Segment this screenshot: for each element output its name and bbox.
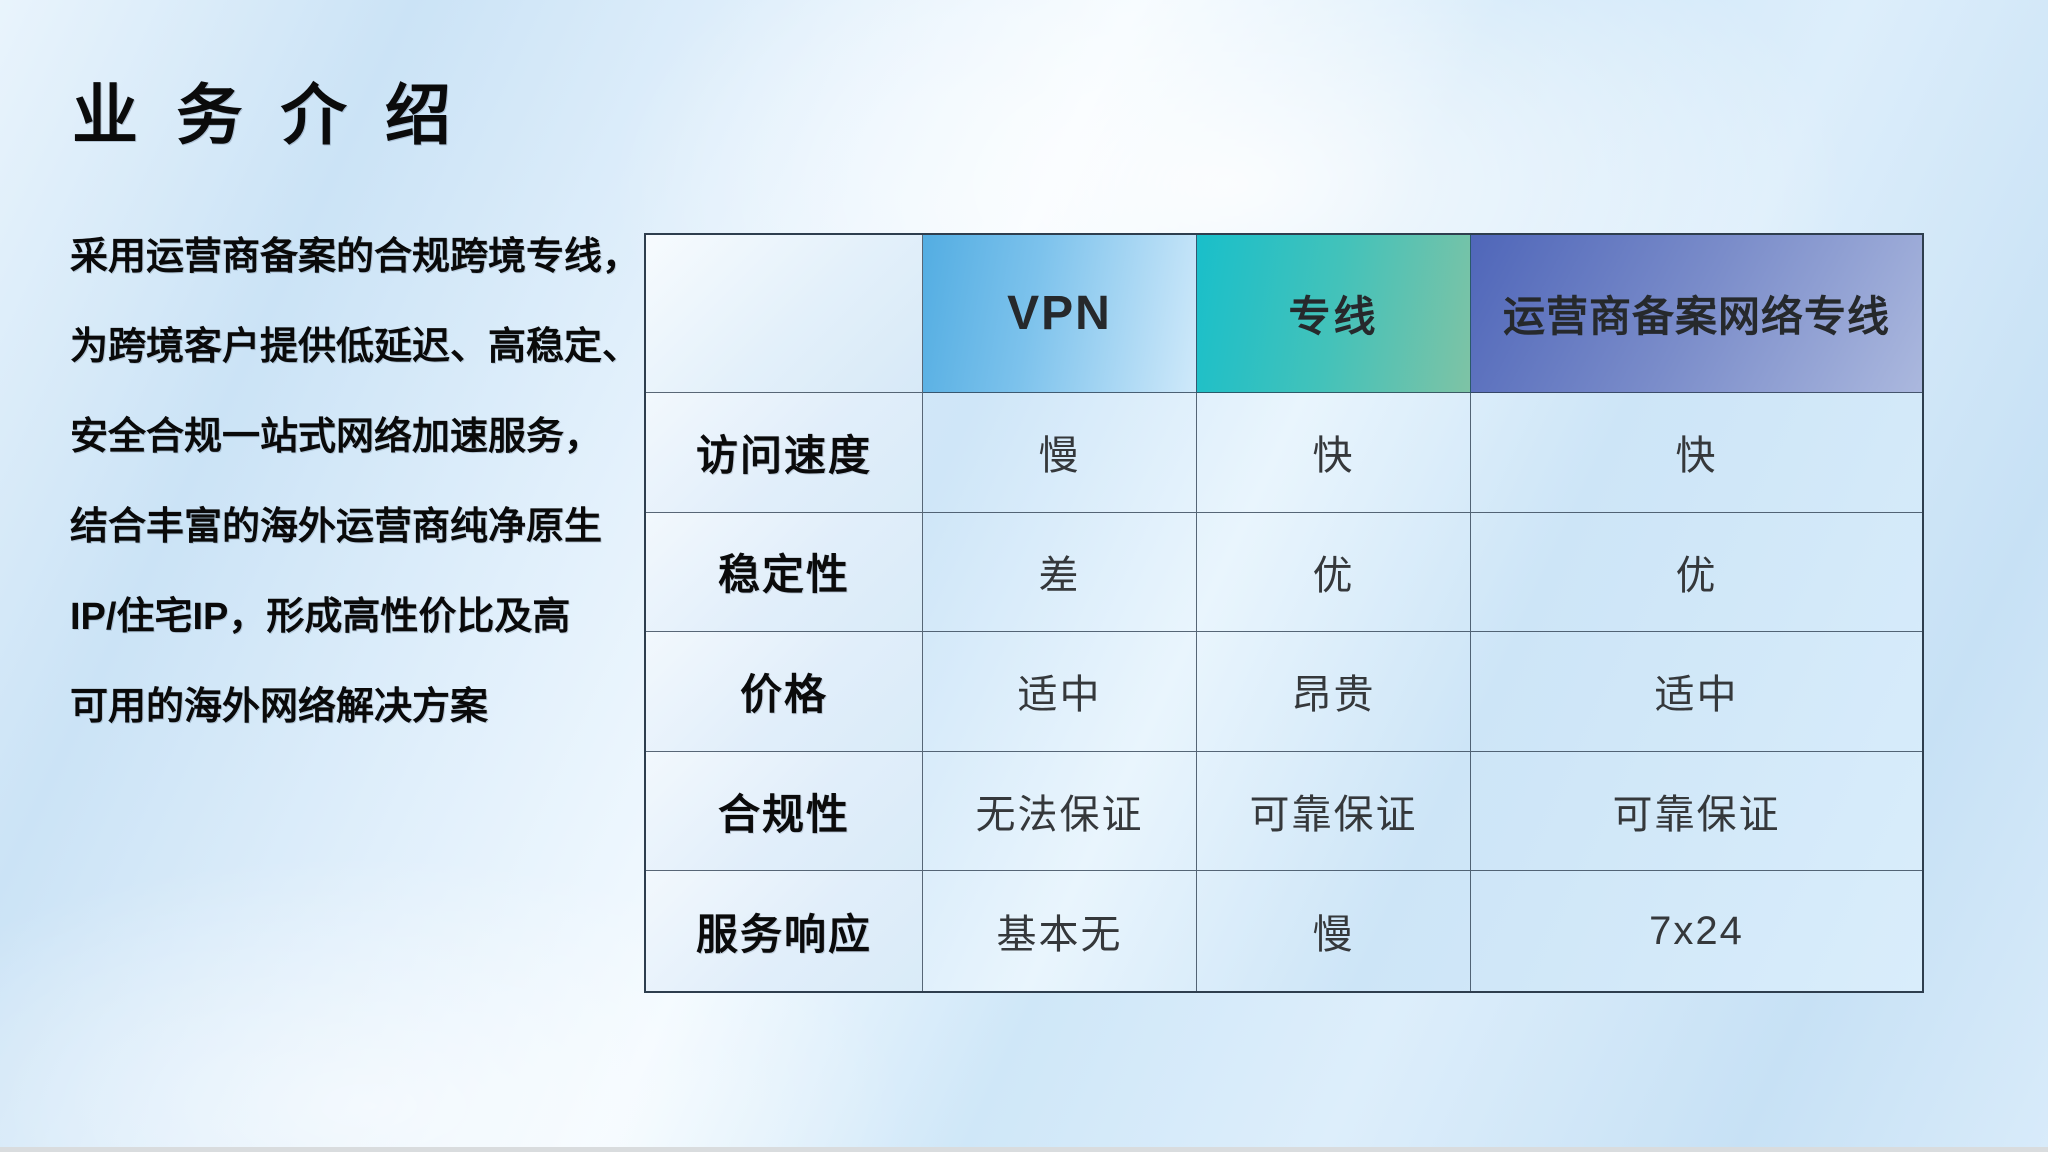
description-line: 为跨境客户提供低延迟、高稳定、	[70, 326, 641, 368]
row-label-price: 价格	[646, 632, 923, 752]
table-header-blank	[646, 235, 923, 393]
description-line: 安全合规一站式网络加速服务，	[70, 416, 603, 458]
cell-service-response-carrier: 7x24	[1649, 908, 1744, 953]
description-line: 结合丰富的海外运营商纯净原生	[70, 506, 603, 548]
row-label-access-speed: 访问速度	[646, 393, 923, 513]
cell-service-response-vpn: 基本无	[923, 871, 1197, 991]
description-line: IP/住宅IP，形成高性价比及高	[70, 596, 571, 638]
cell-stability-vpn: 差	[923, 512, 1197, 633]
cell-access-speed-carrier: 快	[1471, 393, 1922, 513]
cell-service-response-line: 慢	[1197, 871, 1471, 991]
cell-access-speed-vpn: 慢	[923, 393, 1197, 513]
cell-stability-carrier: 优	[1471, 513, 1922, 633]
cell-compliance-line: 可靠保证	[1197, 751, 1471, 872]
cell-compliance-vpn: 无法保证	[923, 751, 1197, 872]
table-header-vpn: VPN	[923, 235, 1197, 393]
cell-access-speed-line: 快	[1197, 393, 1471, 513]
cell-price-vpn: 适中	[923, 632, 1197, 752]
business-description: 采用运营商备案的合规跨境专线， 为跨境客户提供低延迟、高稳定、 安全合规一站式网…	[70, 212, 650, 752]
description-line: 采用运营商备案的合规跨境专线，	[70, 236, 641, 278]
row-label-stability: 稳定性	[646, 512, 923, 633]
row-label-service-response: 服务响应	[646, 871, 923, 991]
cell-stability-line: 优	[1197, 512, 1471, 633]
row-label-compliance: 合规性	[646, 751, 923, 872]
page-title: 业 务 介 绍	[72, 78, 462, 152]
description-line: 可用的海外网络解决方案	[70, 686, 489, 728]
cell-compliance-carrier: 可靠保证	[1471, 752, 1922, 872]
cell-price-carrier: 适中	[1471, 632, 1922, 752]
table-header-carrier-line: 运营商备案网络专线	[1471, 235, 1922, 393]
cell-price-line: 昂贵	[1197, 632, 1471, 752]
table-header-dedicated-line: 专线	[1197, 235, 1471, 393]
comparison-table: VPN 专线 运营商备案网络专线 访问速度 慢 快 快 稳定性 差 优 优 价格…	[644, 233, 1924, 993]
